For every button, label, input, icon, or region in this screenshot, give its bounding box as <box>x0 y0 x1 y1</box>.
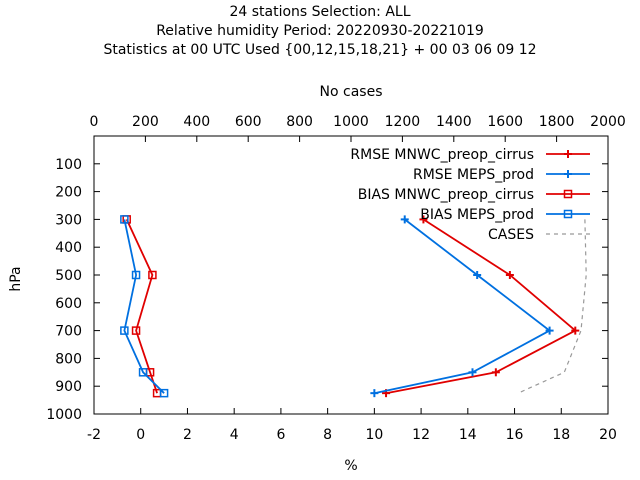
legend-label: BIAS MNWC_preop_cirrus <box>358 187 534 203</box>
y-tick-label: 300 <box>55 212 82 228</box>
x2-tick-label: 1400 <box>436 114 472 130</box>
series-line <box>123 219 165 394</box>
x2-tick-label: 1800 <box>539 114 575 130</box>
y-tick-label: 600 <box>55 296 82 312</box>
x-axis-label: % <box>344 458 357 474</box>
series-group <box>120 215 587 398</box>
legend-item: RMSE MNWC_preop_cirrus <box>350 147 590 163</box>
x-axis: -2 0 2 4 6 8 10 12 14 16 18 20 <box>87 408 617 443</box>
x2-tick-label: 1600 <box>487 114 523 130</box>
point-marker <box>563 189 573 199</box>
y-tick-label: 100 <box>55 157 82 173</box>
x2-tick-label: 800 <box>286 114 313 130</box>
x-tick-label: 8 <box>323 427 332 443</box>
x-tick-label: 4 <box>230 427 239 443</box>
legend-item: RMSE MEPS_prod <box>413 167 590 183</box>
y-tick-label: 700 <box>55 324 82 340</box>
point-marker <box>120 215 129 224</box>
x-tick-label: 16 <box>506 427 524 443</box>
series-line <box>125 219 158 394</box>
title-line: Statistics at 00 UTC Used {00,12,15,18,2… <box>103 42 536 58</box>
series-rmse-meps-prod <box>370 215 554 398</box>
legend-label: RMSE MNWC_preop_cirrus <box>350 147 534 163</box>
y-tick-label: 800 <box>55 351 82 367</box>
y-tick-label: 900 <box>55 379 82 395</box>
x-tick-label: 2 <box>183 427 192 443</box>
title-line: 24 stations Selection: ALL <box>229 4 410 20</box>
x-tick-label: 12 <box>412 427 430 443</box>
x2-axis-label: No cases <box>320 84 383 100</box>
legend: RMSE MNWC_preop_cirrus RMSE MEPS_prod BIAS… <box>350 147 590 243</box>
x2-tick-label: 1000 <box>333 114 369 130</box>
series-cases <box>517 219 587 394</box>
x-tick-label: 14 <box>459 427 477 443</box>
point-marker <box>159 388 169 398</box>
chart-title: 24 stations Selection: ALL Relative humid… <box>103 4 536 58</box>
point-marker <box>138 368 148 377</box>
y-axis-label: hPa <box>8 266 24 291</box>
y-tick-label: 400 <box>55 240 82 256</box>
x2-tick-label: 0 <box>90 114 99 130</box>
x2-tick-label: 1200 <box>385 114 421 130</box>
legend-label: BIAS MEPS_prod <box>420 207 534 223</box>
series-line <box>374 218 552 395</box>
x2-tick-label: 600 <box>235 114 262 130</box>
series-line <box>517 219 587 394</box>
x2-tick-label: 2000 <box>590 114 626 130</box>
series-rmse-mnwc-preop-cirrus <box>382 215 580 398</box>
legend-item: CASES <box>488 227 590 243</box>
y-axis: 100 200 300 400 500 600 700 800 900 1000 <box>46 157 608 423</box>
point-marker <box>120 326 129 335</box>
y-tick-label: 200 <box>55 185 82 201</box>
x-tick-label: -2 <box>87 427 101 443</box>
point-marker <box>563 209 573 219</box>
title-line: Relative humidity Period: 20220930-20221… <box>156 23 484 39</box>
x2-tick-label: 400 <box>183 114 210 130</box>
point-marker <box>148 270 157 280</box>
x2-axis: 0 200 400 600 800 1000 1200 1400 1600 1800 2000 <box>90 114 626 142</box>
x-tick-label: 20 <box>599 427 617 443</box>
x-tick-label: 10 <box>365 427 383 443</box>
x-tick-label: 0 <box>136 427 145 443</box>
legend-item: BIAS MEPS_prod <box>420 207 590 223</box>
y-tick-label: 1000 <box>46 407 82 423</box>
legend-label: CASES <box>488 227 534 243</box>
y-tick-label: 500 <box>55 268 82 284</box>
point-marker <box>131 326 141 335</box>
point-marker <box>131 270 141 280</box>
legend-item: BIAS MNWC_preop_cirrus <box>358 187 590 203</box>
x2-tick-label: 200 <box>132 114 159 130</box>
x-tick-label: 6 <box>276 427 285 443</box>
legend-label: RMSE MEPS_prod <box>413 167 534 183</box>
series-bias-meps-prod <box>120 215 169 398</box>
x-tick-label: 18 <box>552 427 570 443</box>
